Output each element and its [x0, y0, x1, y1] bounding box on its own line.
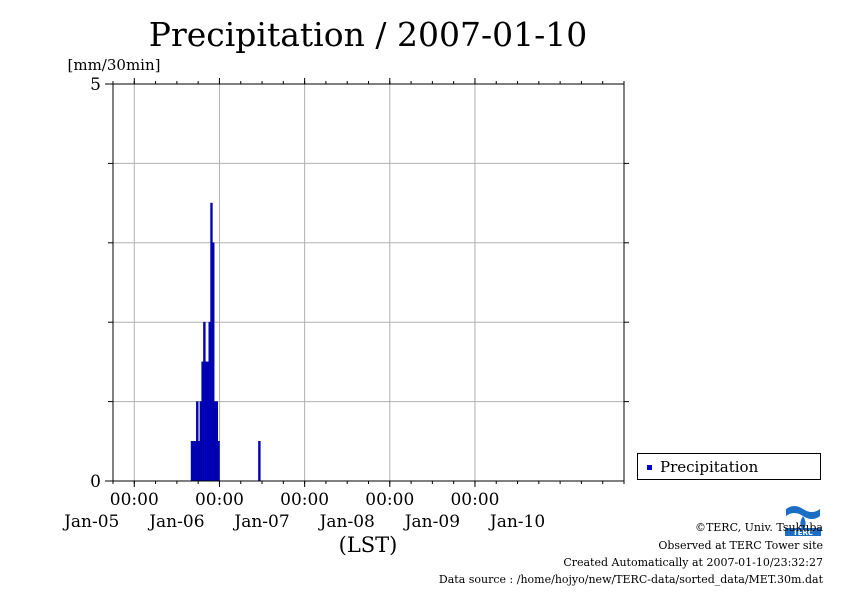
footer-created: Created Automatically at 2007-01-10/23:3… [563, 556, 823, 569]
grid [113, 84, 624, 481]
precipitation-bar [217, 440, 220, 482]
x-tick-date-label: Jan-06 [147, 512, 204, 532]
footer-source: Data source : /home/hojyo/new/TERC-data/… [438, 573, 823, 586]
terc-logo-icon: TERC [784, 503, 822, 537]
legend-swatch-precipitation [647, 465, 652, 470]
x-axis-label: (LST) [339, 533, 398, 557]
x-tick-time-label: 00:00 [110, 490, 159, 510]
x-tick-date-label: Jan-07 [232, 512, 289, 532]
footer-site: Observed at TERC Tower site [658, 539, 823, 552]
footer-copyright: ©TERC, Univ. Tsukuba [694, 521, 823, 534]
svg-text:TERC: TERC [793, 529, 813, 537]
bars [190, 202, 261, 482]
x-tick-date-label: Jan-05 [62, 512, 119, 532]
x-tick-time-label: 00:00 [365, 490, 414, 510]
y-tick-label: 0 [90, 472, 101, 492]
chart-title: Precipitation / 2007-01-10 [149, 15, 587, 54]
x-tick-date-label: Jan-10 [488, 512, 545, 532]
precipitation-bar [258, 440, 261, 482]
y-tick-label: 5 [90, 75, 101, 95]
legend-label-precipitation: Precipitation [660, 458, 759, 476]
x-tick-time-label: 00:00 [280, 490, 329, 510]
x-tick-date-label: Jan-09 [403, 512, 460, 532]
x-tick-time-label: 00:00 [450, 490, 499, 510]
x-tick-time-label: 00:00 [195, 490, 244, 510]
legend: Precipitation [637, 453, 821, 480]
y-axis-label: [mm/30min] [68, 56, 161, 74]
x-tick-date-label: Jan-08 [318, 512, 375, 532]
plot-frame [112, 83, 625, 482]
